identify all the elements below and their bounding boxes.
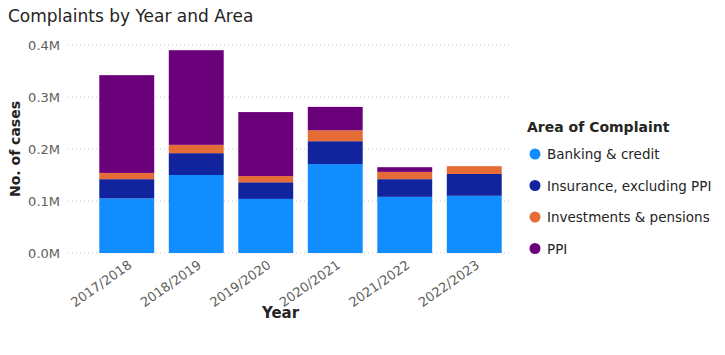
x-tick-label: 2021/2022 bbox=[346, 257, 412, 310]
legend-swatch bbox=[530, 243, 541, 254]
bar-segment bbox=[169, 153, 224, 175]
y-axis-label: No. of cases bbox=[7, 101, 23, 197]
y-tick-label: 0.1M bbox=[28, 194, 60, 209]
bars bbox=[99, 50, 501, 253]
bar-segment bbox=[308, 130, 363, 141]
bar-segment bbox=[238, 112, 293, 176]
bar-segment bbox=[308, 164, 363, 253]
bar-segment bbox=[447, 196, 502, 253]
x-tick-label: 2018/2019 bbox=[138, 257, 204, 310]
bar-segment bbox=[99, 198, 154, 253]
legend-label: Investments & pensions bbox=[547, 209, 710, 225]
bar-segment bbox=[169, 50, 224, 145]
x-tick-label: 2022/2023 bbox=[416, 257, 482, 310]
bar-segment bbox=[447, 174, 502, 196]
grid-line bbox=[68, 45, 512, 46]
bar-segment bbox=[169, 175, 224, 253]
legend-title: Area of Complaint bbox=[527, 119, 670, 135]
legend-swatch bbox=[530, 180, 541, 191]
bar-segment bbox=[99, 173, 154, 179]
bar-segment bbox=[238, 182, 293, 199]
bar-segment bbox=[377, 167, 432, 172]
grid bbox=[68, 45, 512, 253]
legend: Area of Complaint Banking & credit Insuran… bbox=[527, 119, 711, 257]
bar-segment bbox=[169, 145, 224, 153]
legend-label: Banking & credit bbox=[547, 146, 660, 162]
bar-segment bbox=[308, 107, 363, 130]
bar-segment bbox=[238, 199, 293, 253]
legend-label: Insurance, excluding PPI bbox=[547, 178, 711, 194]
chart-title: Complaints by Year and Area bbox=[8, 6, 253, 26]
bar-segment bbox=[308, 141, 363, 164]
x-tick-label: 2019/2020 bbox=[207, 257, 273, 310]
legend-swatch bbox=[530, 149, 541, 160]
y-tick-label: 0.3M bbox=[28, 90, 60, 105]
chart-svg: Complaints by Year and Area No. of cases 0… bbox=[0, 0, 725, 355]
y-tick-label: 0.2M bbox=[28, 142, 60, 157]
bar-segment bbox=[377, 197, 432, 253]
bar-segment bbox=[447, 166, 502, 167]
bar-segment bbox=[447, 166, 502, 174]
y-tick-label: 0.4M bbox=[28, 38, 60, 53]
bar-segment bbox=[99, 179, 154, 198]
x-tick-label: 2020/2021 bbox=[277, 257, 343, 310]
x-tick-label: 2017/2018 bbox=[68, 257, 134, 310]
legend-label: PPI bbox=[547, 241, 567, 257]
legend-swatch bbox=[530, 212, 541, 223]
bar-segment bbox=[99, 75, 154, 173]
bar-segment bbox=[377, 172, 432, 179]
bar-segment bbox=[377, 179, 432, 197]
x-axis-label: Year bbox=[261, 304, 300, 322]
y-tick-label: 0.0M bbox=[28, 246, 60, 261]
bar-segment bbox=[238, 176, 293, 182]
